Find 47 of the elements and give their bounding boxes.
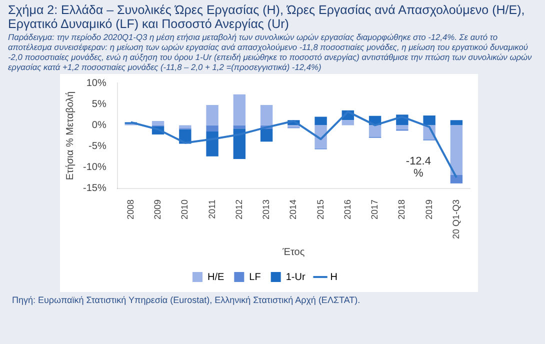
legend-label: H/E — [208, 272, 224, 283]
bar — [450, 125, 463, 175]
x-tick-label: 2017 — [370, 199, 380, 220]
bar — [423, 115, 436, 126]
x-tick-label: 2010 — [180, 199, 190, 220]
text: Πηγή: Ευρωπαϊκή Στατιστική Υπηρεσία (Eurostat), Ελληνική Στατιστική Αρχή (ΕΛΣΤΑΤ). — [11, 294, 362, 307]
legend-label: H — [330, 272, 338, 283]
x-tick-label: 2009 — [152, 199, 163, 220]
bar — [233, 125, 246, 129]
x-tick-label: 2019 — [424, 199, 434, 220]
y-axis-title: Ετήσια % Μεταβολή — [64, 91, 76, 180]
x-tick-label: 2016 — [342, 199, 352, 220]
y-tick-label: 0% — [92, 120, 106, 131]
x-tick-label: 2018 — [396, 199, 407, 220]
bar — [450, 120, 463, 126]
x-tick-label: 2015 — [315, 199, 326, 220]
x-tick-label: 2012 — [234, 199, 244, 220]
annotation: -12.4 % — [406, 156, 431, 180]
bar — [233, 94, 246, 126]
y-tick-label: -15% — [82, 183, 106, 194]
bar — [314, 116, 327, 126]
bar — [342, 120, 354, 126]
y-tick-label: -5% — [88, 141, 106, 152]
chart-title: Σχήμα 2: Ελλάδα – Συνολικές Ώρες Εργασίας (Η), Ώρες Εργασίας ανά Απασχολούμενο (Η/Ε), Εργατικό Δυναμικό (LF) και Ποσοστό Ανεργίας (Ur) — [8, 3, 526, 31]
chart-subtitle: Παράδειγμα: την περίοδο 2020Q1-Q3 η μέση ετήσια μεταβολή των συνολικών ωρών εργασίας διαμορφώθηκε στο -12,4%. Σε αυτό το αποτέλεσμα συνεισέφεραν: η μείωση των ωρών εργασίας ανά απασχολούμενο -11,8 ποσοστιαίες μονάδες, η μείωση του εργατικού δυναμικού -2,0 ποσοστιαίες μονάδες, ενώ η αύξηση του όρου 1-Ur (επειδή μειώθηκε το ποσοστό ανεργίας) αντιστάθμισε την πτώση των συνολικών ωρών εργασίας κατά +1,2 ποσοστιαίες μονάδες (-11,8 – 2,0 + 1,2 =(προσεγγιστικά) -12,4%) — [8, 32, 533, 72]
x-tick-label: 2014 — [288, 199, 298, 220]
x-tick-label: 20 Q1-Q3 — [450, 199, 461, 240]
x-tick-label: 2008 — [125, 199, 136, 220]
bar — [206, 104, 218, 126]
x-tick-label: 2011 — [206, 199, 217, 219]
legend-label: 1-Ur — [286, 272, 306, 283]
y-tick-label: -10% — [82, 162, 106, 174]
x-axis-title: Έτος — [282, 246, 305, 258]
bar — [260, 128, 273, 142]
bar — [206, 125, 218, 132]
y-tick-label: 10% — [86, 78, 106, 89]
bar — [233, 128, 246, 159]
y-tick-label: 5% — [92, 98, 106, 110]
bar — [368, 125, 382, 138]
legend-label: LF — [249, 272, 261, 283]
bar — [260, 104, 273, 126]
bar — [396, 125, 408, 130]
bar — [152, 120, 164, 126]
bar — [179, 125, 192, 128]
bar — [450, 174, 463, 184]
x-tick-label: 2013 — [261, 199, 272, 220]
bar — [206, 132, 218, 156]
